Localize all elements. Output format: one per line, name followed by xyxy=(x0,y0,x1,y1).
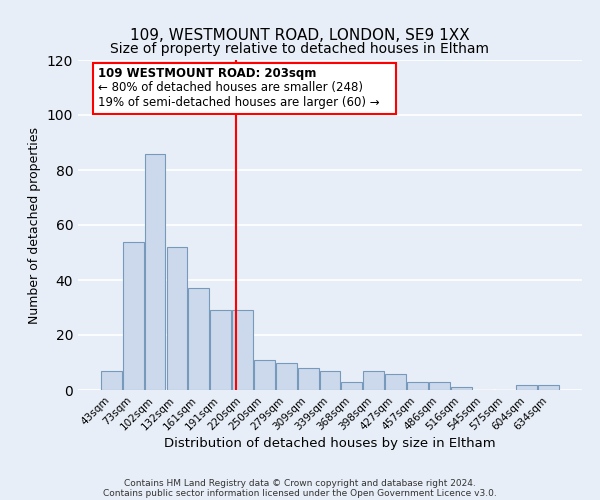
Bar xyxy=(517,384,537,390)
Bar xyxy=(210,310,231,390)
FancyBboxPatch shape xyxy=(93,64,395,114)
Bar xyxy=(407,382,428,390)
Text: 19% of semi-detached houses are larger (60) →: 19% of semi-detached houses are larger (… xyxy=(98,96,380,110)
Bar xyxy=(429,382,450,390)
Bar xyxy=(188,288,209,390)
Bar xyxy=(232,310,253,390)
Bar xyxy=(385,374,406,390)
Bar xyxy=(167,247,187,390)
Bar xyxy=(320,371,340,390)
Bar xyxy=(101,371,122,390)
Bar xyxy=(276,362,296,390)
Text: 109 WESTMOUNT ROAD: 203sqm: 109 WESTMOUNT ROAD: 203sqm xyxy=(98,66,317,80)
Text: Size of property relative to detached houses in Eltham: Size of property relative to detached ho… xyxy=(110,42,490,56)
Text: ← 80% of detached houses are smaller (248): ← 80% of detached houses are smaller (24… xyxy=(98,82,363,94)
Bar xyxy=(123,242,143,390)
Bar xyxy=(298,368,319,390)
Bar xyxy=(145,154,166,390)
Bar xyxy=(341,382,362,390)
Text: 109, WESTMOUNT ROAD, LONDON, SE9 1XX: 109, WESTMOUNT ROAD, LONDON, SE9 1XX xyxy=(130,28,470,42)
Bar xyxy=(538,384,559,390)
Bar xyxy=(451,387,472,390)
Bar xyxy=(364,371,384,390)
Bar xyxy=(254,360,275,390)
Text: Contains HM Land Registry data © Crown copyright and database right 2024.: Contains HM Land Registry data © Crown c… xyxy=(124,478,476,488)
X-axis label: Distribution of detached houses by size in Eltham: Distribution of detached houses by size … xyxy=(164,438,496,450)
Y-axis label: Number of detached properties: Number of detached properties xyxy=(28,126,41,324)
Text: Contains public sector information licensed under the Open Government Licence v3: Contains public sector information licen… xyxy=(103,488,497,498)
